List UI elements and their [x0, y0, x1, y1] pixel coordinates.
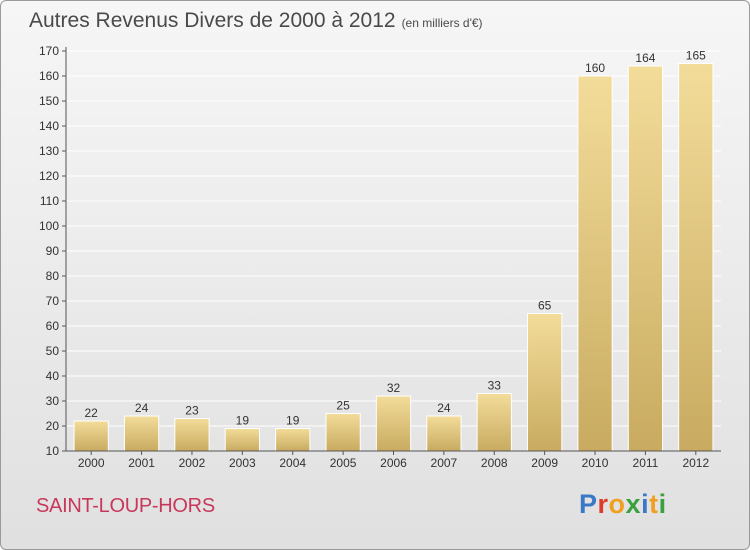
y-tick-label: 110 [40, 194, 59, 208]
y-tick-label: 80 [46, 269, 60, 283]
title-text: Autres Revenus Divers de 2000 à 2012 [29, 9, 396, 32]
y-tick-label: 120 [39, 169, 59, 183]
x-tick-label-2007: 2007 [431, 456, 458, 470]
y-tick-label: 10 [46, 444, 60, 458]
data-label-2003: 19 [236, 414, 250, 428]
x-tick-label-2002: 2002 [179, 456, 206, 470]
y-tick-label: 140 [39, 119, 59, 133]
data-label-2006: 32 [387, 381, 401, 395]
data-label-2001: 24 [135, 401, 149, 415]
data-label-2012: 165 [686, 49, 706, 63]
y-tick-label: 160 [39, 69, 59, 83]
logo-letter: x [625, 489, 642, 519]
bar-2003 [224, 428, 260, 452]
y-tick-label: 50 [46, 344, 60, 358]
x-tick-label-2012: 2012 [682, 456, 709, 470]
proxiti-logo: Proxiti [579, 489, 667, 520]
axes [62, 47, 721, 455]
commune-name: SAINT-LOUP-HORS [36, 495, 215, 517]
x-tick-label-2008: 2008 [481, 456, 508, 470]
data-label-2010: 160 [585, 61, 605, 75]
y-tick-label: 70 [46, 294, 60, 308]
x-tick-label-2001: 2001 [128, 456, 155, 470]
y-tick-label: 30 [46, 394, 60, 408]
data-label-2002: 23 [185, 404, 199, 418]
logo-letter: r [597, 489, 609, 519]
data-label-2007: 24 [437, 401, 451, 415]
bar-2007 [426, 415, 462, 452]
bar-2000 [73, 420, 109, 452]
x-tick-label-2004: 2004 [279, 456, 306, 470]
data-label-2004: 19 [286, 414, 300, 428]
y-tick-label: 90 [46, 244, 60, 258]
x-tick-label-2003: 2003 [229, 456, 256, 470]
y-tick-label: 170 [39, 44, 59, 58]
bar-2011 [627, 65, 664, 452]
bar-2005 [325, 413, 361, 452]
bars [73, 63, 714, 452]
x-tick-label-2010: 2010 [582, 456, 609, 470]
bar-2012 [678, 63, 714, 452]
logo-letter: i [641, 489, 650, 519]
bar-2004 [275, 428, 311, 452]
x-tick-label-2009: 2009 [531, 456, 558, 470]
bar-2009 [527, 313, 563, 452]
data-label-2008: 33 [488, 379, 502, 393]
y-tick-label: 60 [46, 319, 60, 333]
data-label-2000: 22 [85, 406, 99, 420]
subtitle-text: (en milliers d'€) [401, 16, 483, 30]
bar-2002 [174, 418, 210, 452]
bar-2010 [577, 75, 613, 452]
chart-title: Autres Revenus Divers de 2000 à 2012 (en … [29, 9, 483, 33]
data-label-2009: 65 [538, 299, 552, 313]
x-tick-label-2011: 2011 [633, 456, 659, 470]
y-tick-label: 130 [39, 144, 59, 158]
logo-letter: o [608, 489, 626, 519]
bar-2008 [476, 393, 512, 452]
data-label-2005: 25 [336, 399, 350, 413]
logo-letter: t [649, 489, 659, 519]
bar-2006 [375, 395, 412, 452]
bar-2001 [123, 415, 160, 452]
x-tick-label-2000: 2000 [78, 456, 105, 470]
data-label-2011: 164 [635, 51, 655, 65]
logo-letter: P [579, 489, 598, 519]
y-tick-label: 150 [39, 94, 59, 108]
x-tick-label-2006: 2006 [380, 456, 407, 470]
y-tick-label: 40 [46, 369, 60, 383]
y-tick-label: 100 [39, 219, 59, 233]
x-tick-label-2005: 2005 [330, 456, 357, 470]
logo-letter: i [658, 489, 667, 519]
y-tick-label: 20 [46, 419, 60, 433]
labels: 10 20 30 40 50 60 70 80 90 100 110 120 130 140 150 160 1… [39, 44, 710, 470]
